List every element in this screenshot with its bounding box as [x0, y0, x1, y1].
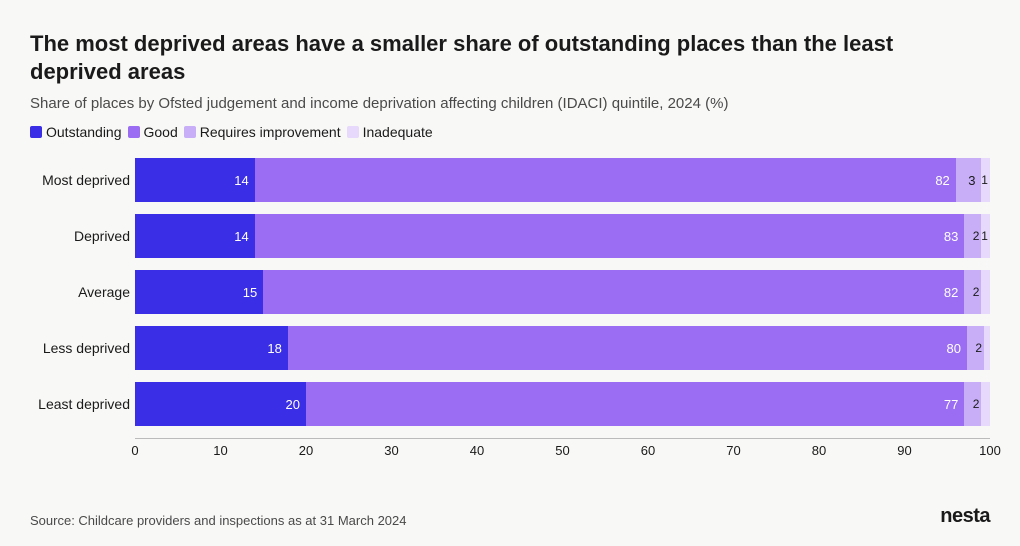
- bar-row: Average15822: [135, 270, 990, 314]
- bar-segment: 82: [263, 270, 964, 314]
- bar-segment: [981, 270, 990, 314]
- category-label: Less deprived: [30, 340, 130, 356]
- bar-segment: 14: [135, 158, 255, 202]
- legend-label: Inadequate: [363, 124, 433, 140]
- chart-subtitle: Share of places by Ofsted judgement and …: [30, 95, 990, 112]
- x-tick: 90: [897, 443, 911, 458]
- x-tick: 40: [470, 443, 484, 458]
- chart-title: The most deprived areas have a smaller s…: [30, 30, 990, 85]
- bar-segment: 82: [255, 158, 956, 202]
- bar-segment: 77: [306, 382, 964, 426]
- bar-segment: 15: [135, 270, 263, 314]
- x-tick: 60: [641, 443, 655, 458]
- legend-item: Outstanding: [30, 124, 122, 140]
- category-label: Least deprived: [30, 396, 130, 412]
- x-tick: 50: [555, 443, 569, 458]
- bar-segment: 3: [956, 158, 982, 202]
- legend-item: Good: [128, 124, 178, 140]
- x-tick: 0: [131, 443, 138, 458]
- bar-row: Less deprived18802: [135, 326, 990, 370]
- x-tick: 30: [384, 443, 398, 458]
- bar-row: Most deprived148231: [135, 158, 990, 202]
- bar-segment: 2: [967, 326, 984, 370]
- bar-segment: 2: [964, 270, 981, 314]
- legend-swatch: [184, 126, 196, 138]
- bar-segment: [984, 326, 990, 370]
- category-label: Deprived: [30, 228, 130, 244]
- bar: 148321: [135, 214, 990, 258]
- x-tick: 80: [812, 443, 826, 458]
- legend-swatch: [30, 126, 42, 138]
- bar-segment: 20: [135, 382, 306, 426]
- bar-segment: [981, 382, 990, 426]
- bar-segment: 18: [135, 326, 288, 370]
- bar-segment: 2: [964, 382, 981, 426]
- legend-label: Requires improvement: [200, 124, 341, 140]
- category-label: Most deprived: [30, 172, 130, 188]
- bar-chart: Most deprived148231 Deprived148321 Average…: [135, 158, 990, 458]
- category-label: Average: [30, 284, 130, 300]
- logo: nesta: [940, 505, 990, 528]
- footer: Source: Childcare providers and inspecti…: [30, 505, 990, 528]
- bar: 15822: [135, 270, 990, 314]
- bar-row: Least deprived20772: [135, 382, 990, 426]
- bar-row: Deprived148321: [135, 214, 990, 258]
- bar: 20772: [135, 382, 990, 426]
- legend-label: Outstanding: [46, 124, 122, 140]
- bar: 148231: [135, 158, 990, 202]
- bar: 18802: [135, 326, 990, 370]
- legend-item: Inadequate: [347, 124, 433, 140]
- x-tick: 70: [726, 443, 740, 458]
- bar-segment: 14: [135, 214, 255, 258]
- x-axis: 0102030405060708090100: [135, 438, 990, 458]
- legend: Outstanding Good Requires improvement Inade…: [30, 124, 990, 140]
- legend-label: Good: [144, 124, 178, 140]
- x-tick: 100: [979, 443, 1001, 458]
- bar-segment: 1: [981, 214, 990, 258]
- bar-segment: 83: [255, 214, 965, 258]
- bar-segment: 2: [964, 214, 981, 258]
- source-text: Source: Childcare providers and inspecti…: [30, 513, 407, 528]
- bar-segment: 80: [288, 326, 967, 370]
- legend-swatch: [128, 126, 140, 138]
- legend-swatch: [347, 126, 359, 138]
- legend-item: Requires improvement: [184, 124, 341, 140]
- bar-segment: 1: [981, 158, 990, 202]
- x-tick: 20: [299, 443, 313, 458]
- x-tick: 10: [213, 443, 227, 458]
